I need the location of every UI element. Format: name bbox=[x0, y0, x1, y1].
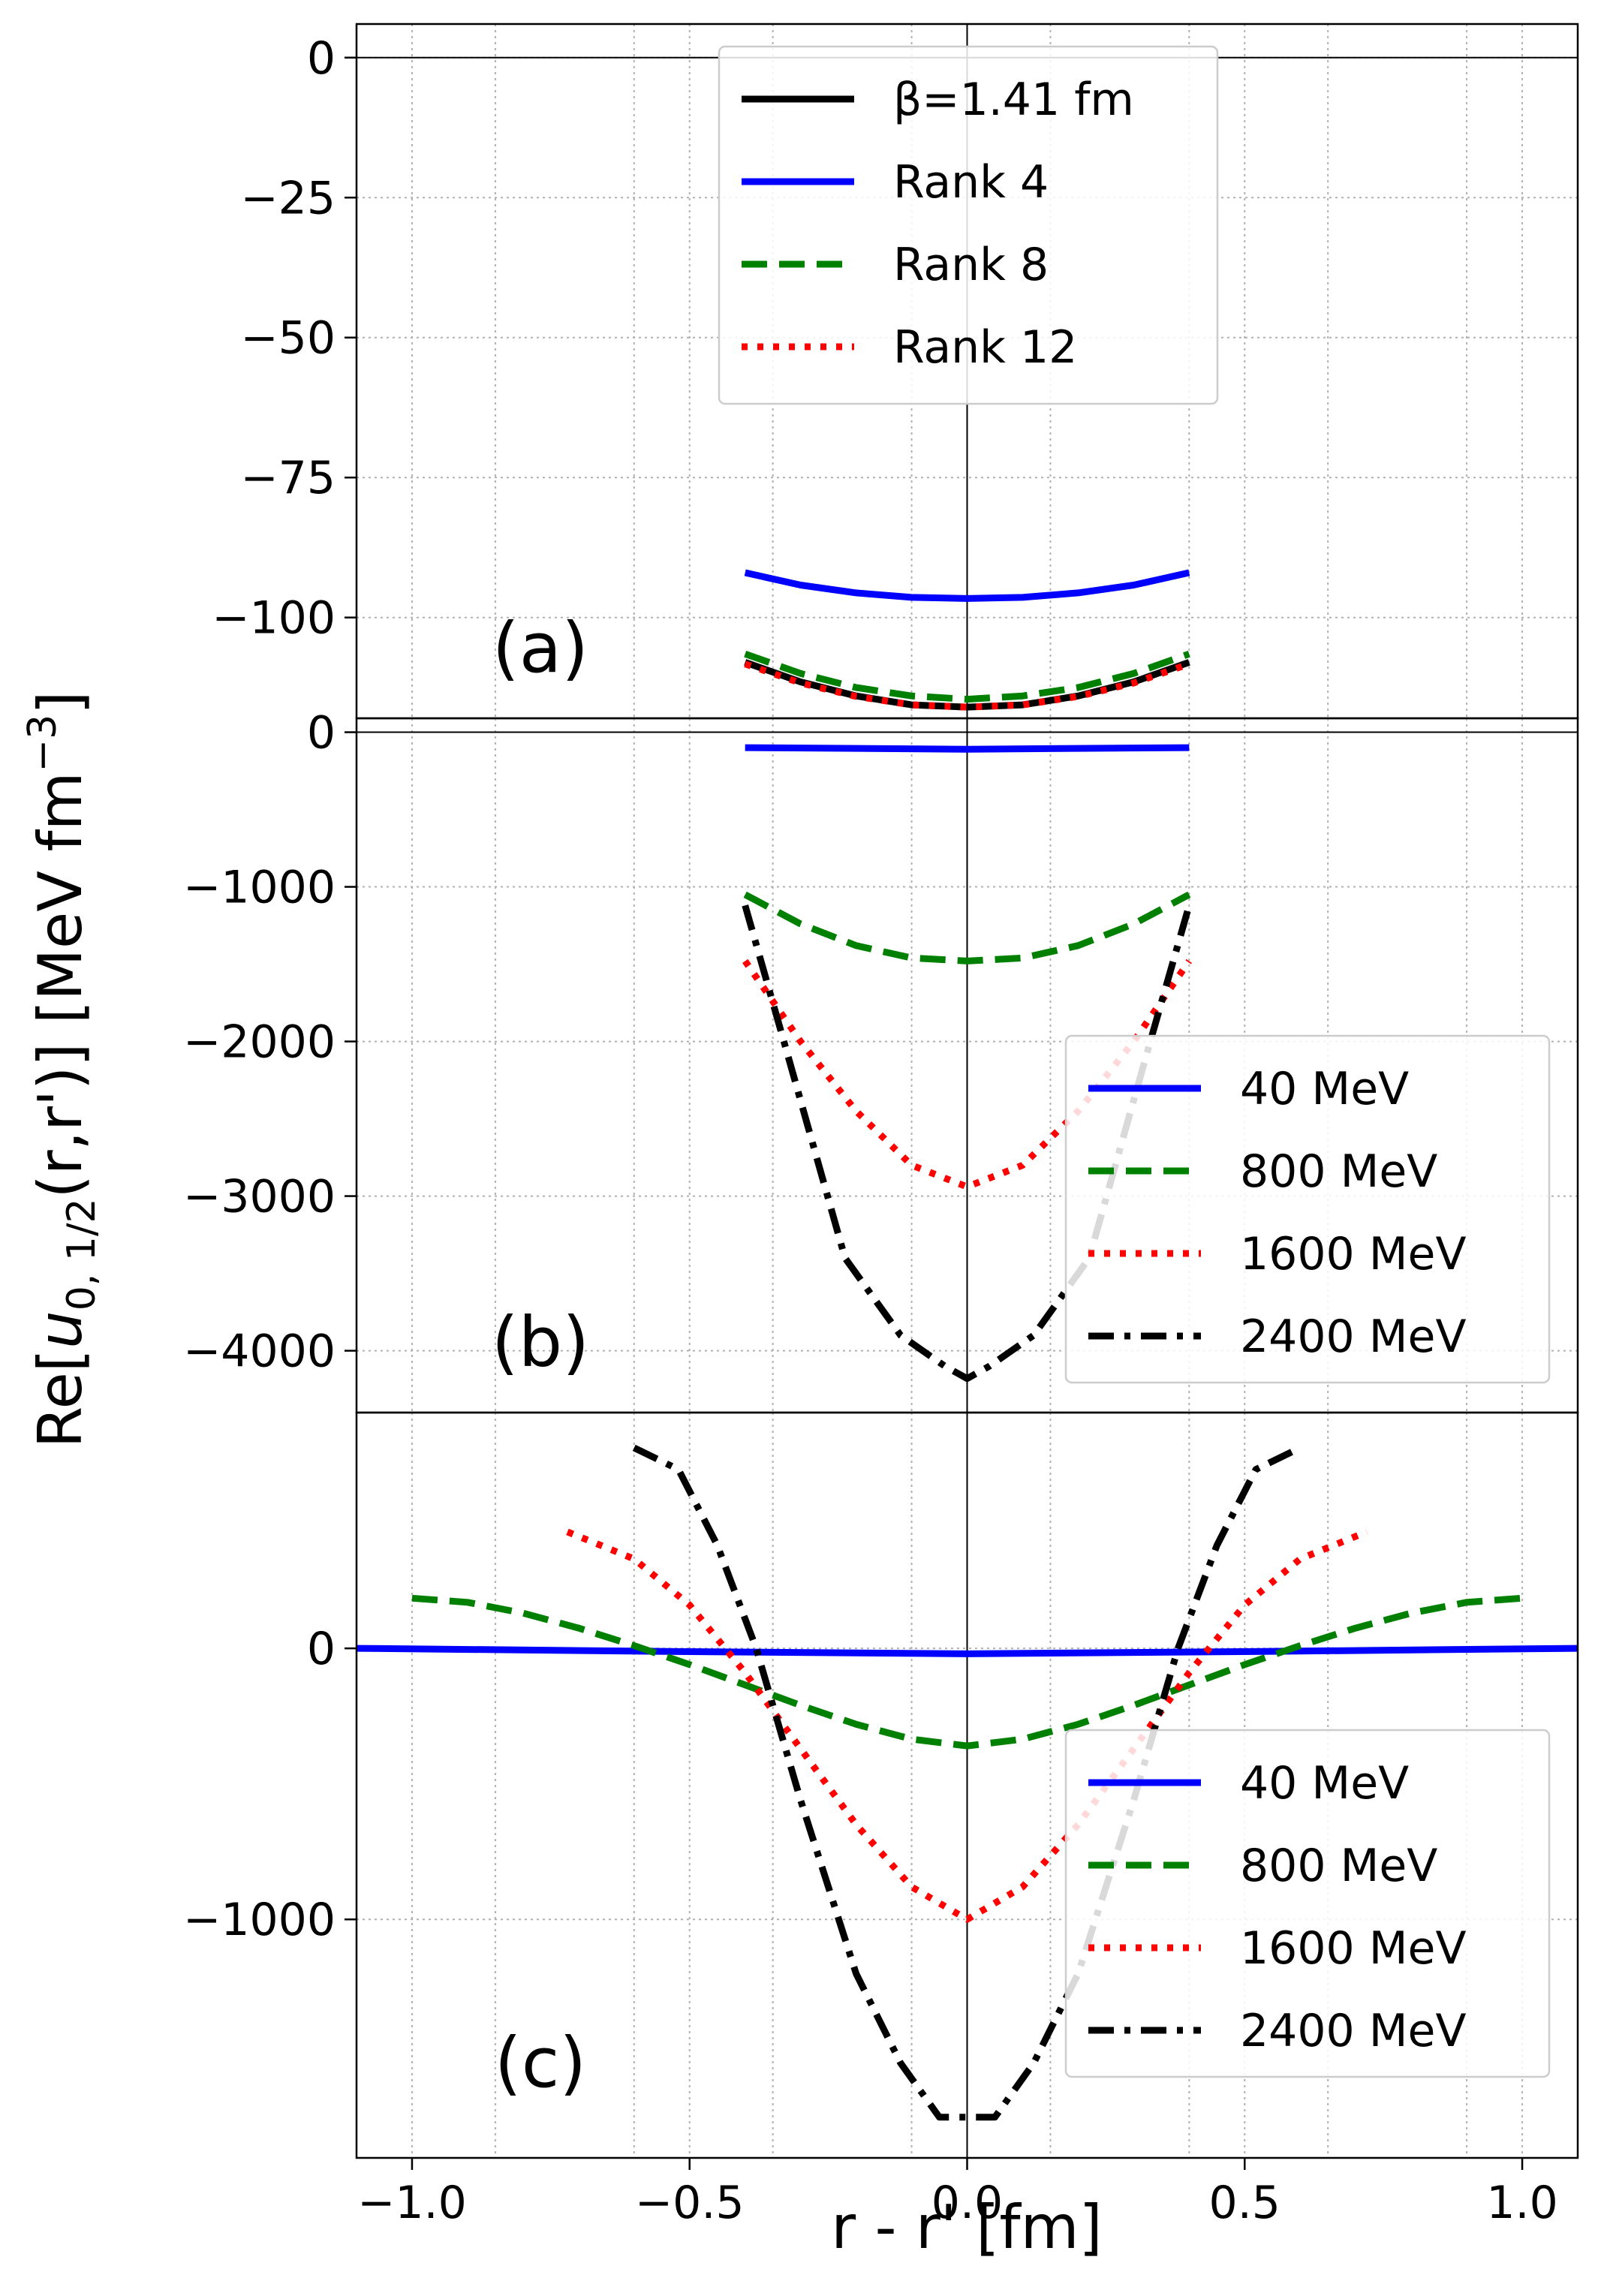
legend-label: 2400 MeV bbox=[1240, 1310, 1467, 1363]
panel-2: 0 −1000 −2000 −3000 −4000 (b) 40 MeV 800 MeV 160… bbox=[183, 707, 1579, 1414]
panel-frame bbox=[355, 1411, 1579, 2159]
series-line-800-mev bbox=[411, 1594, 1523, 1750]
legend: 40 MeV 800 MeV 1600 MeV 2400 MeV bbox=[1064, 1034, 1551, 1384]
panel-1: 0 −25 −50 −75 −100 (a) β=1.41 fm Rank 4 Rank 8 Ra… bbox=[212, 23, 1579, 720]
series-line-40-mev bbox=[357, 1645, 1578, 1657]
y-tick-label: −1000 bbox=[183, 1894, 336, 1946]
x-tick-label: 0.5 bbox=[1209, 2177, 1280, 2229]
y-axis-title-suffix: (r,r')] [MeV fm bbox=[26, 772, 95, 1198]
y-axis-title-close: ] bbox=[26, 691, 95, 715]
legend-box bbox=[718, 45, 1219, 405]
legend-label: β=1.41 fm bbox=[893, 74, 1134, 126]
legend: 40 MeV 800 MeV 1600 MeV 2400 MeV bbox=[1064, 1729, 1551, 2078]
panel-label: (a) bbox=[492, 608, 588, 688]
legend: β=1.41 fm Rank 4 Rank 8 Rank 12 bbox=[718, 45, 1219, 405]
y-tick-label: −50 bbox=[240, 312, 336, 365]
legend-label: Rank 12 bbox=[893, 321, 1077, 374]
x-tick-label: −0.5 bbox=[635, 2177, 745, 2229]
series-line--1-41-fm bbox=[744, 659, 1190, 711]
panel-label: (c) bbox=[495, 2023, 586, 2103]
panel-3: 0 −1000 (c) 40 MeV 800 MeV 1600 MeV 2400 MeV bbox=[183, 1411, 1579, 2170]
x-axis-title: r - r' [fm] bbox=[831, 2192, 1102, 2262]
legend-label: 800 MeV bbox=[1240, 1840, 1437, 1892]
panel-label: (b) bbox=[492, 1302, 589, 1383]
y-tick-label: −1000 bbox=[183, 862, 336, 914]
series-line-40-mev bbox=[745, 744, 1190, 753]
x-tick-label: −1.0 bbox=[357, 2177, 467, 2229]
series-line-rank-8 bbox=[744, 650, 1190, 703]
legend-label: 40 MeV bbox=[1240, 1063, 1409, 1115]
legend-label: 40 MeV bbox=[1240, 1757, 1409, 1810]
legend-box bbox=[1064, 1034, 1551, 1384]
x-tick-label: 1.0 bbox=[1486, 2177, 1557, 2229]
series-line-2400-mev bbox=[632, 1444, 1302, 2121]
legend-label: 800 MeV bbox=[1240, 1145, 1437, 1198]
panels-layer: 0 −25 −50 −75 −100 (a) β=1.41 fm Rank 4 Rank 8 Ra… bbox=[183, 23, 1579, 2229]
series-line-800-mev bbox=[743, 891, 1191, 964]
y-tick-label: −75 bbox=[240, 452, 336, 504]
legend-label: 1600 MeV bbox=[1240, 1228, 1467, 1280]
y-tick-label: −2000 bbox=[183, 1016, 336, 1069]
y-tick-label: −25 bbox=[240, 172, 336, 224]
y-tick-label: 0 bbox=[307, 1623, 336, 1675]
y-tick-label: −100 bbox=[212, 592, 336, 645]
legend-label: Rank 4 bbox=[893, 156, 1049, 209]
y-tick-label: 0 bbox=[307, 707, 336, 760]
y-axis-title-symbol: u bbox=[26, 1310, 95, 1349]
legend-box bbox=[1064, 1729, 1551, 2078]
series-line-1600-mev bbox=[566, 1528, 1368, 1923]
legend-label: 2400 MeV bbox=[1240, 2005, 1467, 2057]
legend-label: Rank 8 bbox=[893, 239, 1049, 291]
series-line-rank-4 bbox=[744, 569, 1190, 602]
y-axis-title-subscript: 0, 1/2 bbox=[59, 1198, 104, 1310]
legend-label: 1600 MeV bbox=[1240, 1922, 1467, 1975]
y-tick-label: −3000 bbox=[183, 1171, 336, 1223]
y-axis-title: Re[u0, 1/2(r,r')] [MeV fm−3] bbox=[20, 691, 104, 1449]
x-tick-label: 0.0 bbox=[931, 2177, 1003, 2229]
y-axis-title-superscript: −3 bbox=[20, 715, 65, 772]
y-tick-label: −4000 bbox=[183, 1326, 336, 1378]
y-tick-label: 0 bbox=[307, 32, 336, 85]
y-axis-title-prefix: Re[ bbox=[26, 1349, 95, 1448]
